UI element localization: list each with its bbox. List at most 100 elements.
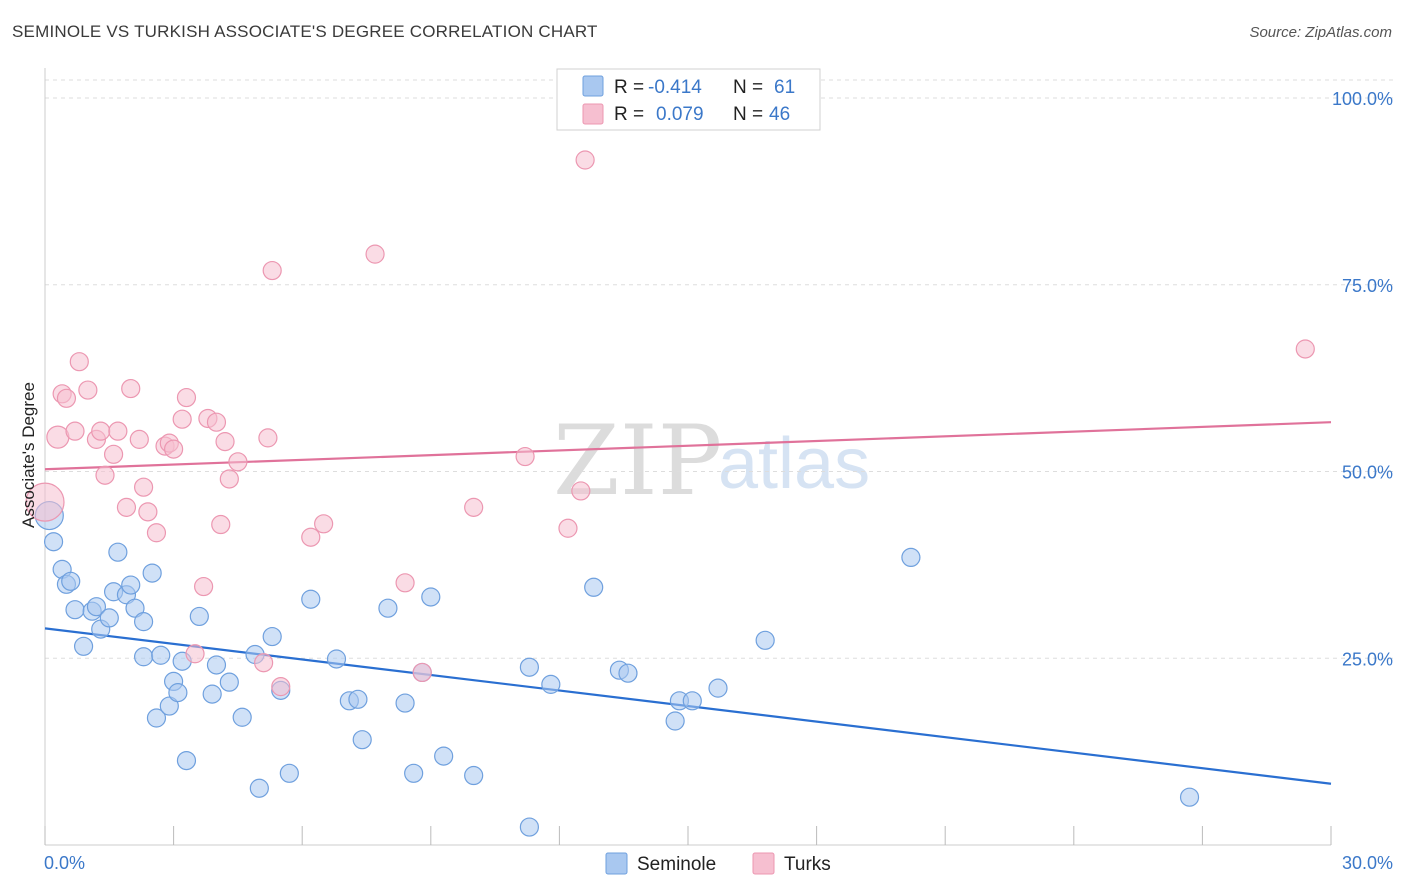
bottom-legend-swatch-turks [752, 852, 775, 875]
axes [44, 68, 1332, 846]
data-point-turks [25, 482, 65, 522]
data-point-seminole [99, 608, 119, 628]
data-point-seminole [755, 630, 775, 650]
data-point-seminole [151, 645, 171, 665]
data-point-turks [129, 429, 149, 449]
data-point-turks [56, 388, 77, 408]
gridlines [45, 79, 1393, 659]
bottom-legend-seminole: Seminole [637, 854, 716, 875]
legend-n-value: 46 [769, 104, 790, 125]
y-tick-label: 25.0% [1342, 649, 1393, 669]
data-point-turks [206, 412, 227, 432]
data-point-turks [558, 518, 578, 538]
data-point-turks [412, 662, 432, 683]
legend-r-value: -0.414 [648, 77, 702, 98]
y-axis-label: Associate's Degree [19, 382, 38, 528]
legend-n-value: 61 [774, 77, 795, 98]
data-point-turks [258, 428, 278, 448]
data-point-turks [464, 497, 484, 517]
data-point-seminole [352, 730, 372, 750]
data-point-turks [271, 677, 291, 697]
data-point-seminole [133, 612, 154, 632]
data-point-turks [301, 527, 321, 547]
data-point-seminole [519, 657, 539, 677]
data-point-turks [395, 573, 415, 593]
data-point-turks [138, 502, 158, 522]
data-point-seminole [1179, 787, 1200, 807]
data-point-turks [571, 481, 591, 501]
data-point-seminole [519, 817, 539, 837]
data-point-seminole [168, 683, 188, 703]
data-point-seminole [219, 672, 239, 692]
y-tick-label: 75.0% [1342, 276, 1393, 296]
bottom-legend-turks: Turks [784, 854, 831, 875]
data-point-seminole [159, 696, 179, 716]
data-point-turks [262, 260, 282, 281]
data-point-seminole [249, 778, 269, 798]
data-point-seminole [146, 708, 167, 728]
legend-n-label: N = [733, 104, 763, 125]
data-point-seminole [125, 598, 145, 618]
data-point-seminole [404, 763, 424, 783]
data-point-seminole [541, 674, 561, 694]
data-point-seminole [326, 649, 347, 669]
legend-r-label: R = [614, 77, 644, 98]
data-point-turks [46, 425, 70, 449]
data-point-turks [254, 653, 274, 673]
data-point-turks [176, 387, 197, 408]
data-point-seminole [108, 542, 128, 562]
data-point-seminole [73, 636, 94, 656]
data-point-turks [103, 444, 124, 464]
data-point-seminole [301, 589, 321, 609]
legend-swatch-turks [582, 103, 604, 125]
x-tick-label: 0.0% [44, 853, 85, 873]
data-point-seminole [901, 547, 921, 568]
data-point-seminole [176, 750, 197, 771]
data-point-seminole [584, 577, 604, 597]
data-point-turks [194, 576, 214, 597]
data-point-turks [211, 514, 231, 535]
legend-r-value: 0.079 [656, 104, 704, 125]
trend-line-turks [44, 421, 1332, 471]
data-point-turks [116, 497, 137, 517]
x-tick-label: 30.0% [1342, 853, 1393, 873]
data-point-turks [228, 452, 248, 472]
data-point-seminole [378, 598, 398, 618]
data-point-seminole [202, 684, 222, 704]
data-points [25, 150, 1315, 837]
bottom-legend: Seminole Turks [605, 852, 831, 875]
data-point-turks [69, 352, 89, 372]
data-point-seminole [86, 597, 107, 617]
data-point-seminole [348, 689, 368, 709]
data-point-seminole [189, 606, 209, 627]
data-point-seminole [682, 691, 702, 711]
data-point-seminole [618, 663, 638, 683]
bottom-legend-swatch-seminole [605, 852, 628, 875]
data-point-seminole [206, 655, 227, 675]
data-point-turks [78, 380, 98, 400]
data-point-seminole [464, 765, 484, 786]
data-point-turks [185, 644, 205, 664]
data-point-seminole [142, 563, 162, 583]
data-point-turks [133, 477, 154, 497]
data-point-turks [219, 469, 239, 489]
legend: R = -0.414 N = 61 R = 0.079 N = 46 [556, 68, 821, 131]
data-point-turks [575, 150, 595, 170]
data-point-turks [1295, 339, 1315, 359]
y-tick-label: 50.0% [1342, 463, 1393, 483]
source-label: Source: ZipAtlas.com [1249, 24, 1392, 41]
data-point-turks [95, 465, 115, 485]
data-point-seminole [421, 587, 441, 607]
data-point-turks [146, 523, 167, 543]
legend-n-label: N = [733, 77, 763, 98]
data-point-turks [121, 378, 141, 399]
legend-swatch-seminole [582, 75, 604, 97]
data-point-turks [314, 514, 334, 534]
data-point-turks [172, 409, 192, 429]
y-tick-label: 100.0% [1332, 89, 1393, 109]
data-point-seminole [279, 763, 299, 783]
data-point-seminole [262, 626, 282, 647]
data-point-turks [65, 421, 85, 441]
data-point-seminole [133, 647, 154, 667]
